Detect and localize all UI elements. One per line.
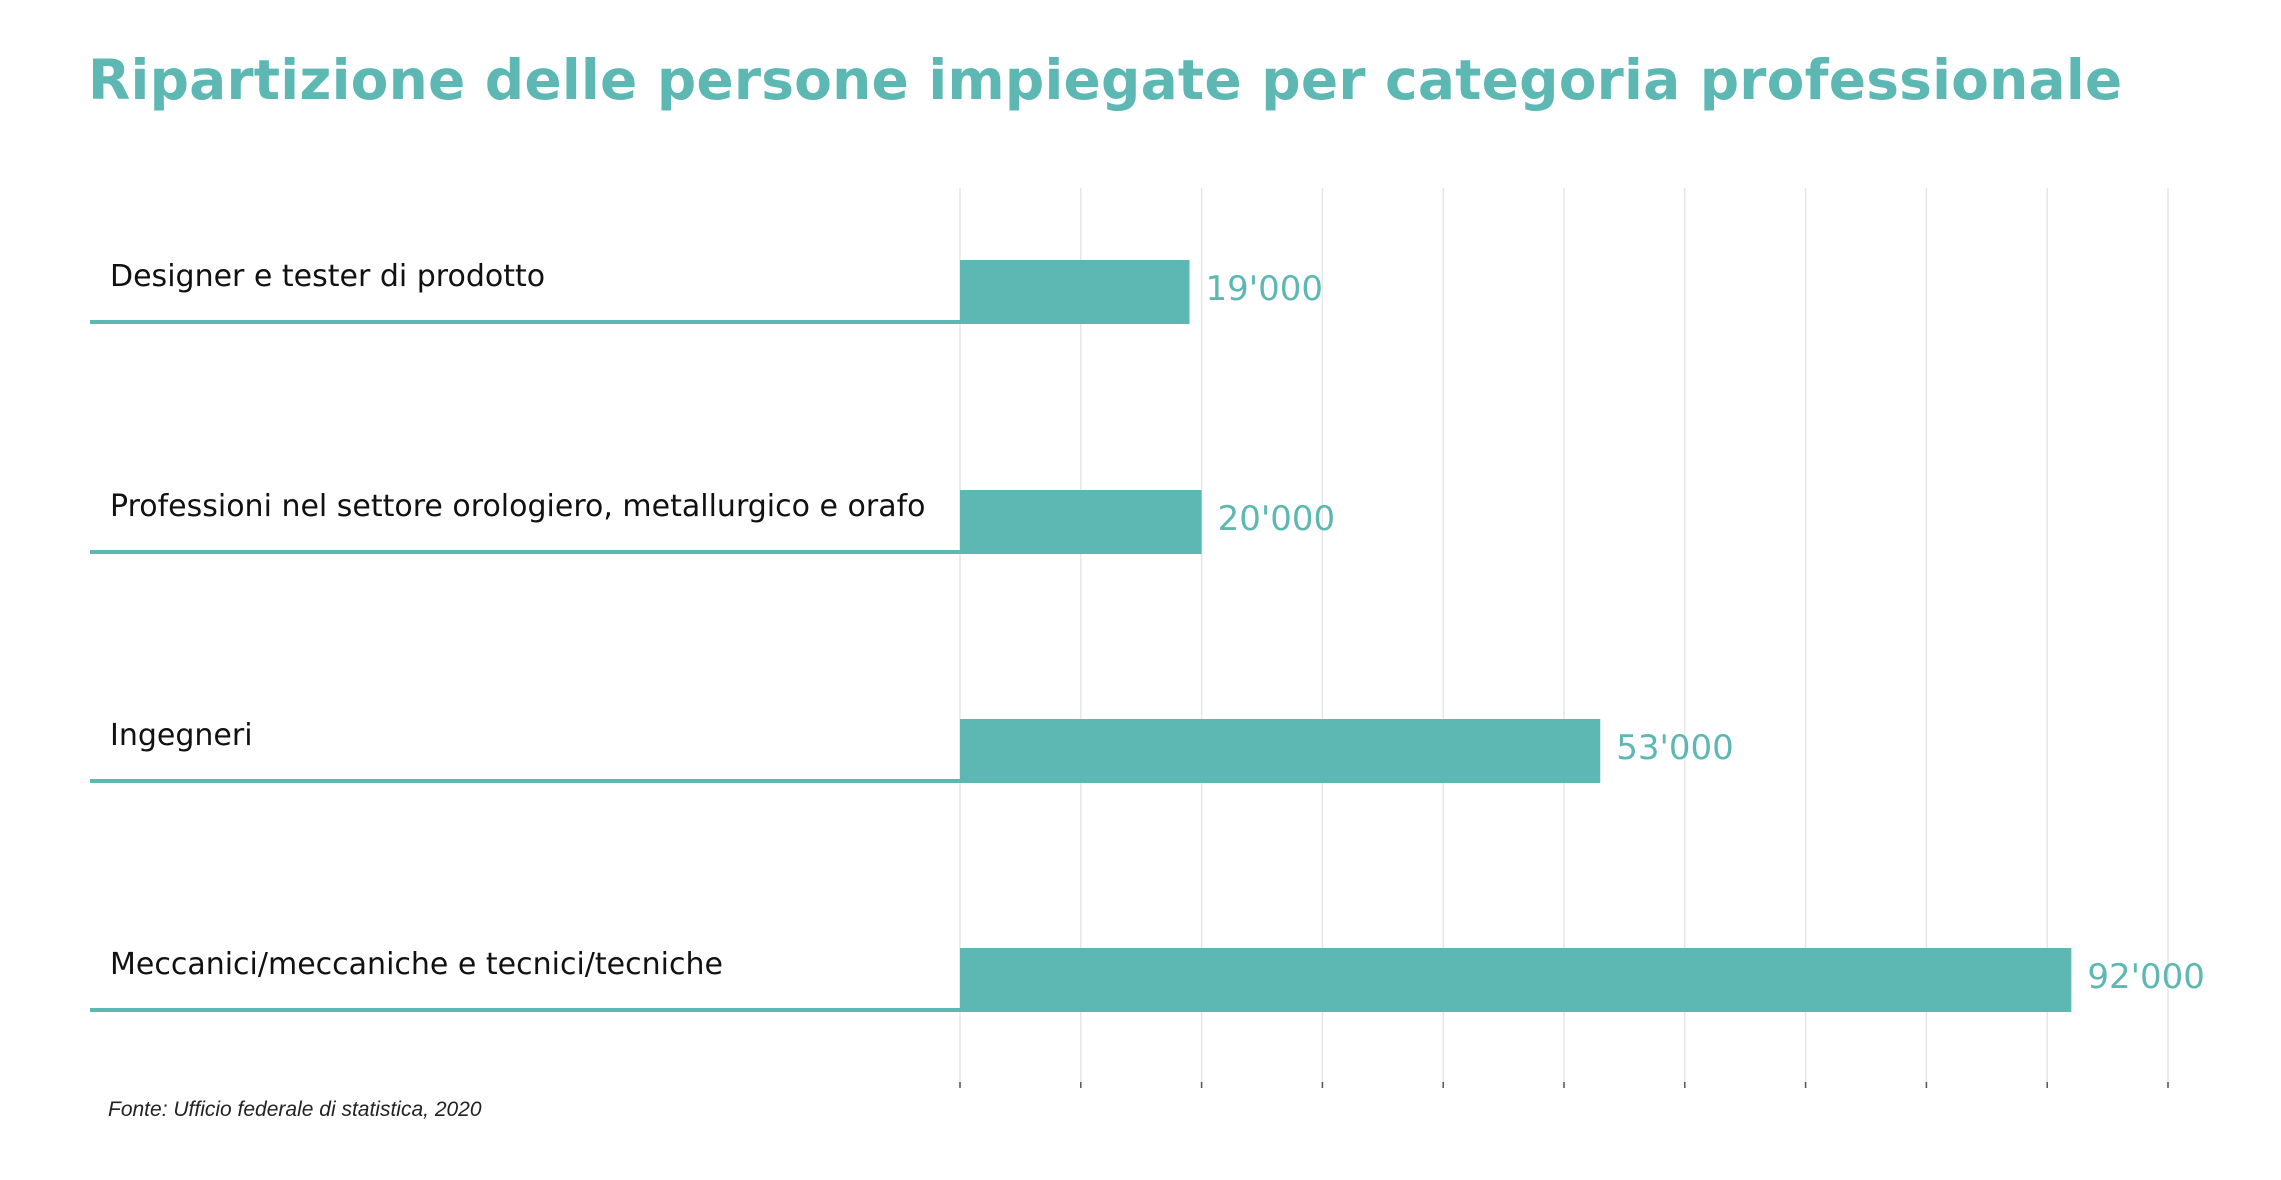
bar [960, 260, 1190, 324]
value-label: 53'000 [1616, 728, 1734, 768]
category-label: Professioni nel settore orologiero, meta… [110, 489, 926, 524]
category-label: Designer e tester di prodotto [110, 259, 545, 294]
value-label: 92'000 [2087, 957, 2205, 997]
gridlines [959, 188, 2169, 1088]
value-labels: 19'000 20'000 53'000 92'000 [1206, 269, 2205, 997]
bar [960, 490, 1202, 554]
bars [960, 260, 2072, 1012]
chart-title: Ripartizione delle persone impiegate per… [88, 48, 2123, 112]
bar [960, 719, 1601, 783]
bar [960, 948, 2072, 1012]
category-label: Meccanici/meccaniche e tecnici/tecniche [110, 947, 723, 982]
value-label: 20'000 [1218, 499, 1336, 539]
value-label: 19'000 [1206, 269, 1324, 309]
category-rows: Designer e tester di prodotto Professioni… [90, 259, 960, 1012]
source-note: Fonte: Ufficio federale di statistica, 2… [108, 1098, 482, 1121]
category-label: Ingegneri [110, 718, 253, 753]
